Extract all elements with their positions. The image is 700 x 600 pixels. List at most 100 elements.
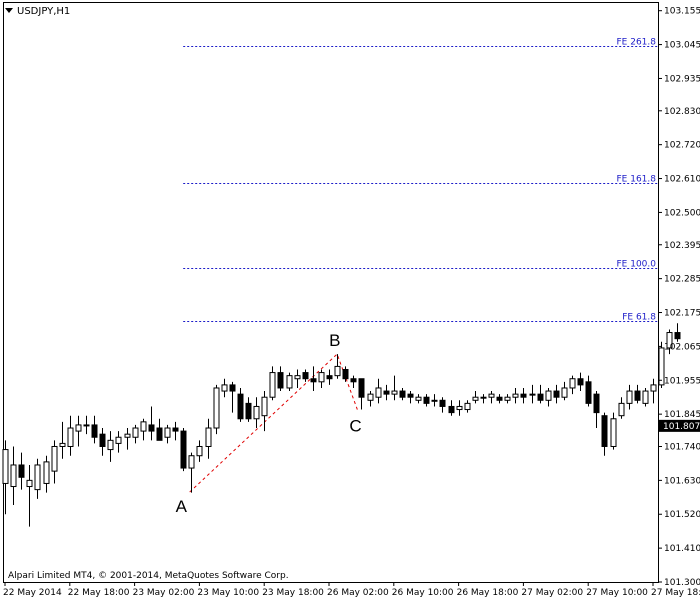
candle — [59, 421, 66, 459]
x-tick-label: 22 May 2014 — [3, 588, 62, 598]
candle — [180, 428, 187, 472]
candle-body — [383, 390, 390, 395]
candle — [164, 424, 171, 444]
candle — [342, 366, 349, 382]
chart-symbol-title: USDJPY,H1 — [17, 6, 70, 17]
candle — [561, 381, 568, 401]
candle — [310, 366, 317, 392]
candle — [277, 366, 284, 392]
candle-body — [286, 375, 293, 389]
candle-body — [107, 439, 114, 451]
candle — [545, 387, 552, 407]
candle-body — [512, 393, 519, 398]
candle-body — [269, 372, 276, 398]
candle-body — [448, 405, 455, 414]
candle — [358, 378, 365, 410]
candle — [448, 400, 455, 416]
candle-body — [642, 390, 649, 404]
candle — [34, 458, 41, 499]
time-axis: 22 May 2014 22 May 18:00 23 May 02:00 23 Ma… — [3, 582, 700, 598]
candle — [431, 394, 438, 407]
y-tick-label: 103.155 — [664, 7, 700, 17]
candle-body — [205, 427, 212, 447]
candle-body — [34, 464, 41, 491]
candle-body — [253, 405, 260, 420]
candle-body — [634, 390, 641, 401]
fibo-expansion-levels: FE 261.8 FE 161.8 FE 100.0 FE 61.8 — [183, 38, 658, 323]
symbol-menu-triangle-icon[interactable] — [5, 8, 13, 13]
candle-body — [464, 402, 471, 411]
candle — [10, 446, 17, 506]
candle — [302, 369, 309, 382]
candle — [75, 415, 82, 447]
x-tick-label: 26 May 02:00 — [327, 588, 389, 598]
candle-body — [91, 424, 98, 438]
candle — [18, 452, 25, 490]
abc-pattern-line[interactable] — [189, 353, 358, 493]
candle-body — [51, 445, 58, 472]
candle — [334, 354, 341, 379]
candle — [67, 415, 74, 456]
candle-body — [10, 464, 17, 488]
y-tick-label: 102.175 — [664, 309, 700, 319]
candle — [634, 384, 641, 404]
candle-body — [18, 464, 25, 478]
candle-body — [407, 393, 414, 398]
y-tick-label: 101.300 — [664, 578, 700, 588]
candle-body — [2, 449, 9, 484]
candle — [407, 391, 414, 404]
candle-body — [156, 427, 163, 441]
y-tick-label: 101.630 — [664, 476, 700, 486]
candle — [350, 375, 357, 388]
candle — [504, 394, 511, 404]
candle-body — [237, 393, 244, 420]
candle — [253, 397, 260, 429]
candle — [585, 375, 592, 407]
candle — [115, 431, 122, 453]
candle-body — [213, 387, 220, 429]
candle-body — [148, 424, 155, 432]
x-tick-label: 22 May 18:00 — [68, 588, 130, 598]
candle — [399, 387, 406, 401]
y-tick-label: 103.045 — [664, 41, 700, 51]
candle-body — [456, 405, 463, 411]
y-tick-label: 101.955 — [664, 376, 700, 386]
candle-body — [180, 430, 187, 469]
x-tick-label: 27 May 02:00 — [521, 588, 583, 598]
candle — [269, 366, 276, 401]
candle-body — [99, 433, 106, 447]
candles — [2, 323, 681, 527]
candle — [642, 387, 649, 407]
candle — [99, 428, 106, 456]
fibo-level-label: FE 100.0 — [617, 260, 657, 270]
candle — [610, 412, 617, 450]
candle — [148, 406, 155, 441]
y-tick-label: 101.740 — [664, 442, 700, 452]
candle — [140, 418, 147, 441]
candle — [107, 431, 114, 462]
candle-body — [472, 396, 479, 401]
candle-body — [318, 372, 325, 383]
candle-body — [439, 399, 446, 407]
candle — [43, 455, 50, 493]
candle — [132, 424, 139, 444]
candle — [286, 372, 293, 392]
candle-body — [334, 365, 341, 377]
candle-body — [674, 332, 681, 340]
candle — [188, 452, 195, 493]
candle — [423, 394, 430, 407]
current-price-tag — [659, 419, 700, 432]
candle-body — [577, 378, 584, 386]
candle — [2, 440, 9, 515]
candle-body — [399, 390, 406, 398]
candle-body — [650, 384, 657, 392]
candle-body — [140, 421, 147, 432]
candle-body — [391, 390, 398, 395]
candle — [650, 378, 657, 404]
candle — [577, 372, 584, 392]
candle — [261, 391, 268, 432]
x-tick-label: 23 May 18:00 — [262, 588, 324, 598]
candle — [618, 397, 625, 419]
candle-body — [59, 442, 66, 447]
